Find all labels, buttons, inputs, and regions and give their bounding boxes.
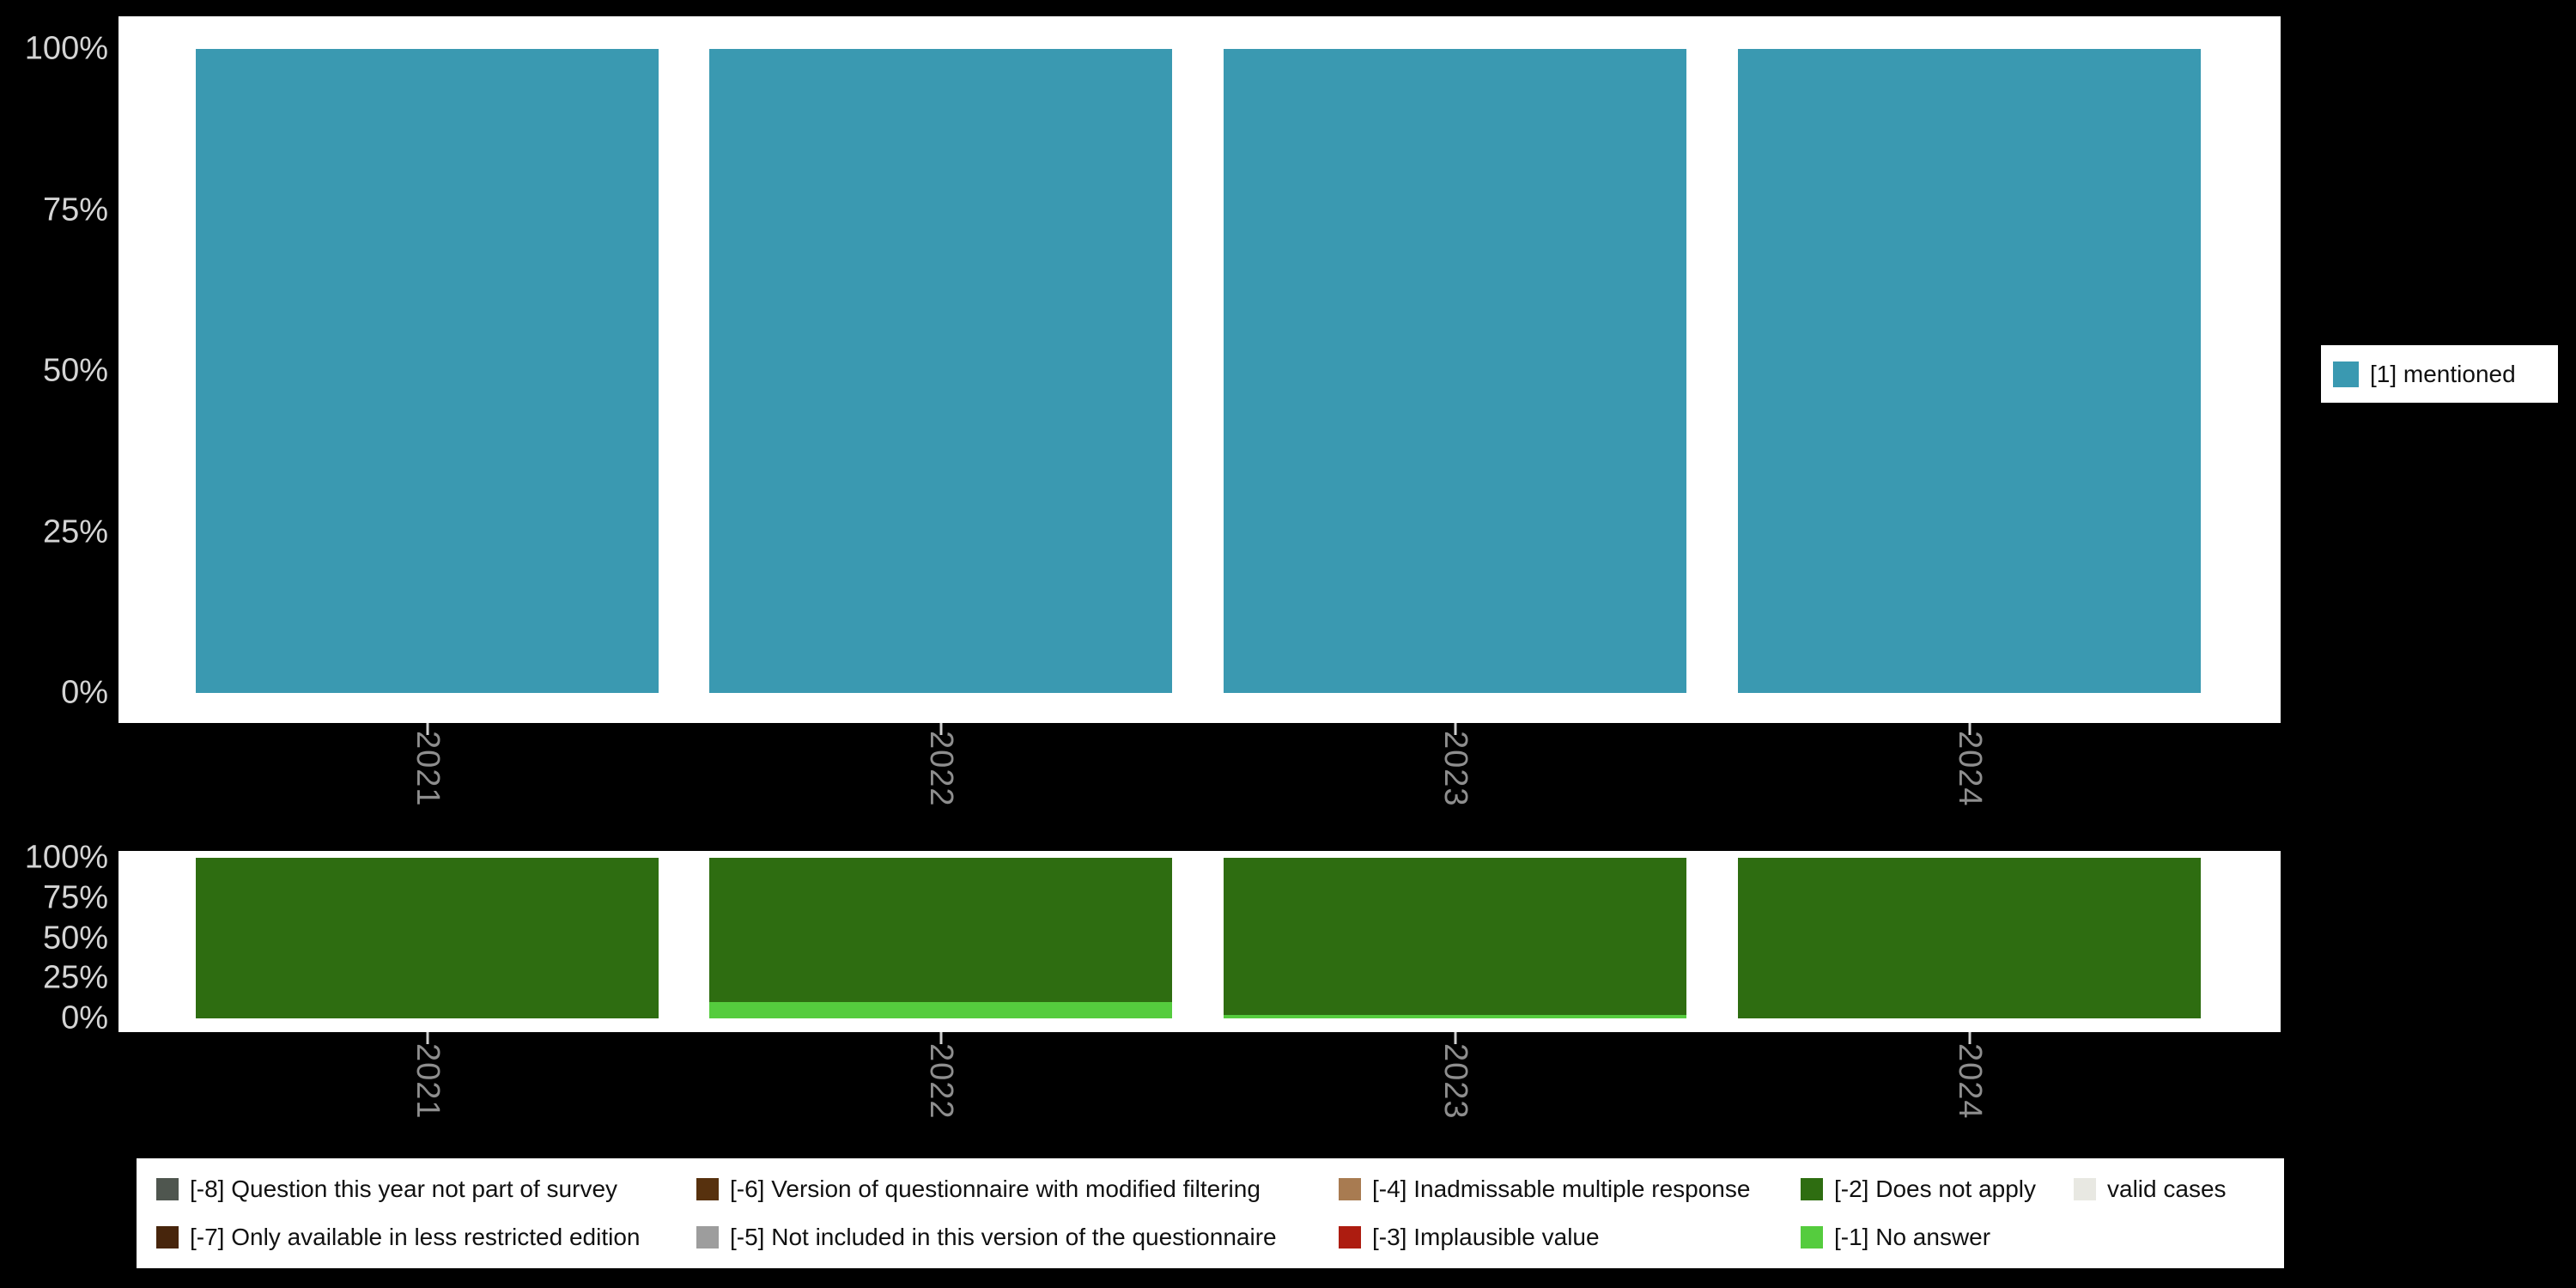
chart-0-ytick-label: 100% [24,30,108,67]
legend-label: [-2] Does not apply [1834,1176,2037,1202]
legend-item: [-2] Does not apply [1801,1176,2036,1203]
chart-1-x-tickmark [426,1032,428,1044]
legend-swatch [156,1226,179,1249]
bar-segment [709,858,1172,1003]
chart-1-bar-2021 [196,858,659,1018]
chart-0-ytick-label: 75% [42,191,108,228]
chart-0-bar-2022 [709,49,1172,693]
legend-label: [-7] Only available in less restricted e… [190,1224,641,1250]
legend-label: [-4] Inadmissable multiple response [1372,1176,1751,1202]
legend-label: valid cases [2107,1176,2227,1202]
legend-item: [-5] Not included in this version of the… [696,1224,1277,1251]
bar-segment [709,49,1172,693]
legend-swatch [1801,1178,1823,1200]
mentioned-legend-swatch [2333,361,2359,387]
bar-segment [709,1002,1172,1018]
legend-item: [-6] Version of questionnaire with modif… [696,1176,1261,1203]
chart-0-bar-2024 [1738,49,2201,693]
chart-0-xlabel: 2024 [1952,731,1988,807]
chart-0-xlabel: 2022 [923,731,959,807]
chart-1-bar-2024 [1738,858,2201,1018]
chart-1-bar-2023 [1224,858,1686,1018]
legend-swatch [1339,1226,1361,1249]
legend-label: [-8] Question this year not part of surv… [190,1176,618,1202]
chart-0-ytick-label: 25% [42,513,108,550]
chart-1-ytick-label: 75% [42,879,108,916]
chart-1-xlabel: 2021 [410,1043,446,1120]
legend-swatch [696,1178,719,1200]
legend-item: valid cases [2074,1176,2227,1203]
legend-swatch [1339,1178,1361,1200]
chart-0-bar-2023 [1224,49,1686,693]
chart-1-ytick-label: 25% [42,959,108,996]
chart-1-xlabel: 2022 [923,1043,959,1120]
chart-1-xlabel: 2024 [1952,1043,1988,1120]
legend-item: [-8] Question this year not part of surv… [156,1176,617,1203]
chart-0-xlabel: 2021 [410,731,446,807]
legend-item: [-3] Implausible value [1339,1224,1600,1251]
chart-0-bar-2021 [196,49,659,693]
bar-segment [196,858,659,1018]
chart-1-x-tickmark [939,1032,942,1044]
chart-1-ytick-label: 50% [42,920,108,956]
bar-segment [1738,858,2201,1018]
legend-label: [-5] Not included in this version of the… [730,1224,1277,1250]
chart-1-x-tickmark [1454,1032,1456,1044]
legend-swatch [696,1226,719,1249]
chart-1-ytick-label: 100% [24,839,108,876]
chart-0-x-tickmark [1968,723,1971,735]
legend-label: [-3] Implausible value [1372,1224,1600,1250]
chart-1-x-tickmark [1968,1032,1971,1044]
chart-1-xlabel: 2023 [1437,1043,1473,1120]
legend-item: [-4] Inadmissable multiple response [1339,1176,1750,1203]
chart-0-xlabel: 2023 [1437,731,1473,807]
legend-label: [-6] Version of questionnaire with modif… [730,1176,1261,1202]
bar-segment [1224,858,1686,1016]
chart-1-bar-2022 [709,858,1172,1018]
chart-0-ytick-label: 50% [42,352,108,389]
legend-item: [-1] No answer [1801,1224,1990,1251]
mentioned-legend-label: [1] mentioned [2370,360,2516,387]
chart-0-ytick-label: 0% [61,674,108,711]
legend-swatch [2074,1178,2096,1200]
bar-segment [196,49,659,693]
chart-0-x-tickmark [1454,723,1456,735]
legend-item: [-7] Only available in less restricted e… [156,1224,640,1251]
legend-missing-values: [-8] Question this year not part of surv… [137,1158,2284,1268]
chart-1-ytick-label: 0% [61,999,108,1036]
legend-swatch [1801,1226,1823,1249]
bar-segment [1224,49,1686,693]
bar-segment [1224,1015,1686,1018]
legend-mentioned: [1] mentioned [2321,345,2558,403]
legend-swatch [156,1178,179,1200]
chart-0-x-tickmark [939,723,942,735]
legend-label: [-1] No answer [1834,1224,1991,1250]
bar-segment [1738,49,2201,693]
chart-0-x-tickmark [426,723,428,735]
